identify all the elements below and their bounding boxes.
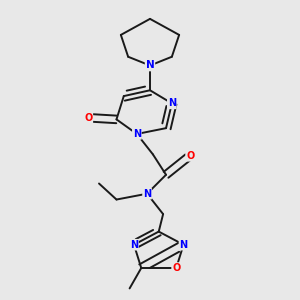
Text: N: N [130,240,138,250]
Text: N: N [168,98,176,108]
Text: N: N [146,61,154,70]
Text: O: O [172,263,180,273]
Text: N: N [143,189,151,199]
Text: N: N [179,240,188,250]
Text: N: N [133,129,141,139]
Text: O: O [186,151,194,161]
Text: O: O [84,113,92,123]
